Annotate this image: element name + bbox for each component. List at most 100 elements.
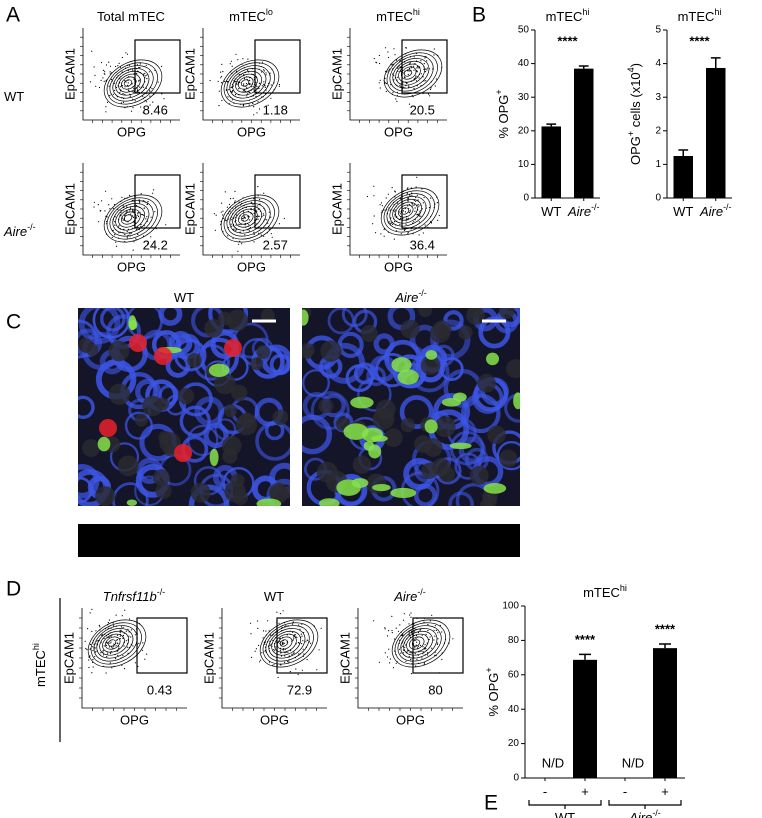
event-dot (126, 84, 128, 86)
event-dot (423, 621, 425, 623)
event-dot (274, 650, 276, 652)
event-dot (104, 70, 106, 72)
event-dot (390, 217, 392, 219)
event-dot (114, 89, 116, 92)
event-dot (142, 214, 144, 216)
contour (397, 625, 442, 662)
event-dot (95, 85, 97, 87)
event-dot (115, 245, 118, 247)
contour (240, 214, 250, 222)
axes (202, 163, 300, 256)
event-dot (127, 234, 129, 236)
event-dot (238, 88, 240, 90)
text-part: - (543, 784, 547, 799)
event-dot (108, 61, 110, 63)
event-dot (118, 62, 120, 64)
event-dot (273, 649, 275, 651)
event-dot (284, 655, 286, 657)
event-dot (387, 193, 389, 195)
event-dot (426, 60, 428, 62)
event-dot (413, 221, 415, 223)
event-dot (132, 215, 134, 217)
stroma (448, 491, 474, 506)
event-dot (234, 190, 236, 193)
contour (118, 73, 141, 93)
y-tick-label: 4 (655, 58, 661, 69)
text-part: Aire (699, 204, 723, 219)
event-dot (279, 637, 281, 639)
event-dot (405, 223, 407, 225)
event-dot (109, 652, 112, 655)
stroma (496, 440, 520, 471)
event-dot (116, 639, 118, 641)
event-dot (405, 47, 407, 49)
cell (86, 343, 99, 356)
text-part: WT (264, 589, 284, 604)
event-dot (393, 238, 395, 240)
event-dot (278, 85, 280, 87)
event-dot (414, 646, 416, 648)
event-dot (218, 105, 220, 107)
event-dot (120, 629, 122, 632)
event-dot (221, 63, 223, 65)
event-dot (389, 662, 391, 664)
event-dot (115, 645, 117, 647)
event-dot (422, 646, 424, 648)
bar (673, 156, 693, 198)
gate (254, 39, 301, 94)
gate-value: 20.5 (410, 102, 435, 117)
event-dot (419, 629, 421, 631)
flow-plot (355, 608, 464, 711)
opg-signal (425, 349, 438, 360)
event-dot (143, 225, 145, 227)
panel-label: A (6, 4, 20, 27)
event-dot (84, 640, 86, 643)
text-part: Total mTEC (97, 9, 165, 24)
stroma (310, 391, 350, 430)
contour (103, 59, 163, 108)
event-dot (420, 73, 422, 75)
event-dot (373, 185, 375, 187)
text-part: ) (628, 63, 643, 67)
event-dot (115, 241, 117, 243)
event-dot (108, 85, 110, 87)
event-dot (424, 224, 426, 226)
axes (81, 608, 187, 709)
contour (235, 73, 258, 93)
cell (418, 308, 432, 318)
contour (87, 619, 147, 668)
event-dot (410, 616, 412, 618)
event-dot (147, 243, 149, 245)
event-dot (379, 204, 381, 206)
event-dot (123, 645, 125, 647)
event-dot (403, 613, 405, 615)
text-part: % OPG (486, 673, 501, 717)
event-dot (269, 634, 272, 636)
event-dot (416, 65, 419, 67)
opg-signal (351, 478, 369, 488)
gate (276, 617, 328, 674)
cell (469, 465, 489, 485)
event-dot (416, 213, 418, 216)
event-dot (121, 615, 123, 617)
gate-value: 72.9 (287, 682, 312, 697)
stroma (269, 353, 290, 376)
event-dot (416, 641, 418, 643)
event-dot (423, 196, 425, 199)
event-dot (261, 652, 263, 654)
contour (120, 76, 137, 90)
event-dot (106, 644, 108, 647)
event-dot (132, 249, 134, 251)
event-dot (107, 622, 109, 624)
event-dot (111, 236, 113, 238)
event-dot (118, 226, 120, 228)
y-tick-label: 5 (655, 25, 661, 36)
cell (134, 413, 148, 427)
event-dot (394, 211, 396, 213)
gate (254, 174, 301, 229)
significance: **** (689, 33, 710, 48)
chart-title: mTEChi (678, 7, 722, 24)
event-dot (433, 639, 435, 641)
event-dot (417, 67, 419, 69)
event-dot (231, 65, 233, 67)
